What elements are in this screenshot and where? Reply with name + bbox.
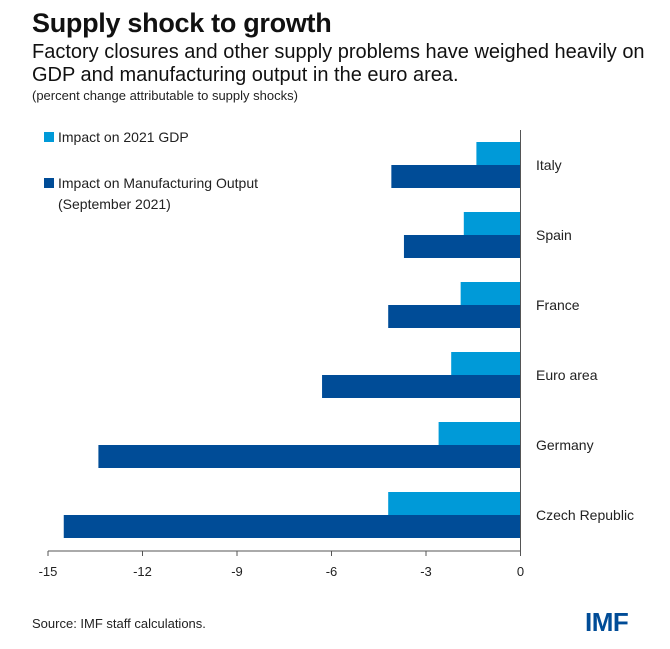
bar-france-series-0	[460, 282, 521, 305]
axes-group: -15 -12 -9 -6 -3 0	[39, 130, 524, 579]
bar-germany-series-1	[98, 445, 521, 468]
bar-spain-series-0	[463, 212, 521, 235]
category-label: Euro area	[536, 367, 598, 383]
x-tick-label: -6	[326, 564, 338, 579]
bars-group	[63, 142, 521, 538]
category-label: Germany	[536, 437, 594, 453]
unit-note: (percent change attributable to supply s…	[32, 88, 298, 103]
legend-label-0: Impact on 2021 GDP	[58, 129, 189, 145]
category-label: Italy	[536, 157, 562, 173]
legend-swatch-1	[44, 178, 54, 188]
bar-czech-republic-series-0	[388, 492, 521, 515]
bar-italy-series-0	[476, 142, 521, 165]
bar-czech-republic-series-1	[63, 515, 521, 538]
legend-swatch-0	[44, 132, 54, 142]
legend-label-1: (September 2021)	[58, 196, 171, 212]
x-tick-label: 0	[517, 564, 524, 579]
source-note: Source: IMF staff calculations.	[32, 616, 206, 631]
bar-germany-series-0	[438, 422, 521, 445]
x-tick-label: -3	[420, 564, 432, 579]
legend: Impact on 2021 GDP Impact on Manufacturin…	[44, 129, 258, 212]
x-tick-label: -15	[39, 564, 58, 579]
bar-spain-series-1	[403, 235, 521, 258]
x-tick-label: -9	[231, 564, 243, 579]
bar-euro-area-series-1	[322, 375, 521, 398]
chart-title: Supply shock to growth	[32, 8, 332, 38]
category-label: France	[536, 297, 580, 313]
x-tick-label: -12	[133, 564, 152, 579]
imf-logo: IMF	[585, 607, 629, 637]
category-label: Czech Republic	[536, 507, 634, 523]
bar-euro-area-series-0	[451, 352, 521, 375]
legend-label-1: Impact on Manufacturing Output	[58, 175, 258, 191]
bar-france-series-1	[388, 305, 521, 328]
labels-group: Italy Spain France Euro area Germany Czech Re…	[536, 157, 634, 523]
bar-italy-series-1	[391, 165, 521, 188]
category-label: Spain	[536, 227, 572, 243]
chart-subtitle: Factory closures and other supply proble…	[32, 41, 645, 86]
